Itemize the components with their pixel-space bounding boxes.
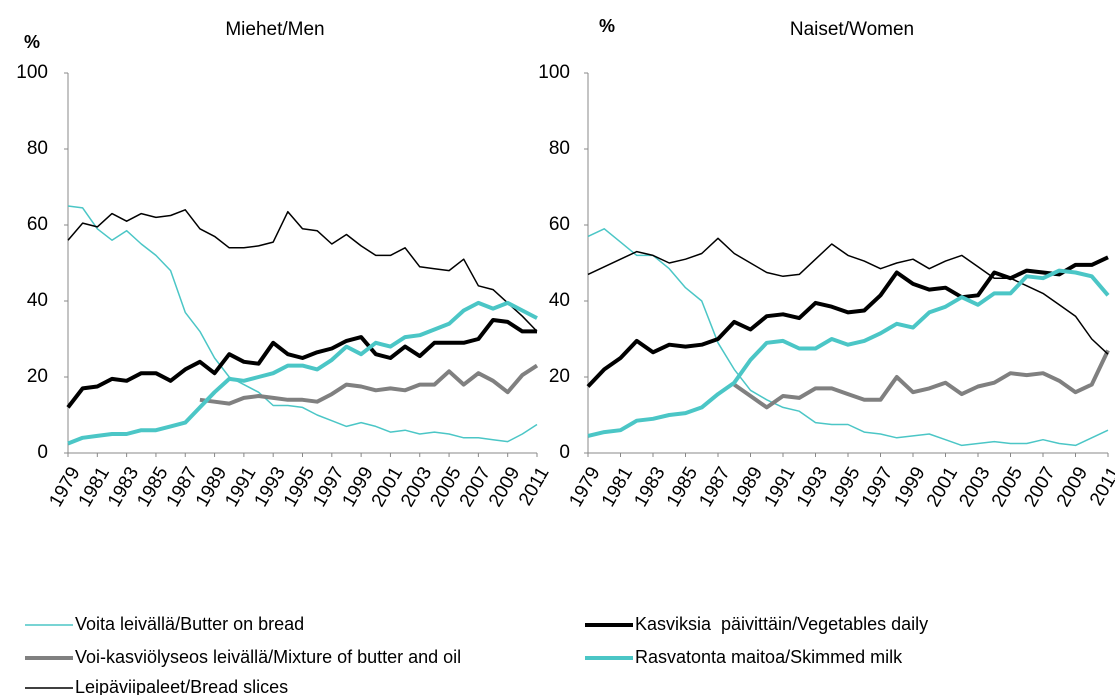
y-tick-label: 40 xyxy=(27,290,48,311)
series-line xyxy=(587,237,1109,355)
x-tick-label: 1987 xyxy=(695,464,734,511)
series-line xyxy=(67,300,538,446)
legend-label: Voi-kasviölyseos leivällä/Mixture of but… xyxy=(75,647,461,667)
chart-title: Naiset/Women xyxy=(790,19,914,40)
series-line xyxy=(587,268,1110,438)
legend-label: Rasvatonta maitoa/Skimmed milk xyxy=(635,647,903,667)
x-tick-label: 1993 xyxy=(793,464,832,511)
x-tick-label: 1999 xyxy=(890,464,929,511)
y-axis-label: % xyxy=(599,16,615,36)
x-tick-label: 2005 xyxy=(988,464,1027,511)
x-tick-label: 2011 xyxy=(515,464,554,510)
series-line xyxy=(66,318,537,409)
x-tick-label: 1983 xyxy=(630,464,669,511)
x-tick-label: 1995 xyxy=(825,464,864,511)
legend-label: Leipäviipaleet/Bread slices xyxy=(75,677,288,695)
x-tick-label: 1991 xyxy=(760,464,799,511)
y-tick-label: 80 xyxy=(27,138,48,159)
series-line xyxy=(733,349,1110,410)
x-tick-label: 1989 xyxy=(728,464,767,511)
y-tick-label: 60 xyxy=(549,214,570,235)
series-line xyxy=(586,255,1109,388)
y-tick-label: 100 xyxy=(538,62,570,83)
chart-title: Miehet/Men xyxy=(225,19,324,40)
x-tick-label: 2007 xyxy=(1020,464,1059,511)
legend-label: Voita leivällä/Butter on bread xyxy=(75,614,304,634)
legend-label: Kasviksia päivittäin/Vegetables daily xyxy=(635,614,928,634)
x-tick-label: 1981 xyxy=(598,464,637,511)
y-tick-label: 40 xyxy=(549,290,570,311)
y-tick-label: 100 xyxy=(16,62,48,83)
series-line xyxy=(67,205,538,443)
y-tick-label: 0 xyxy=(559,442,570,463)
x-tick-label: 1985 xyxy=(663,464,702,511)
x-tick-label: 2001 xyxy=(923,464,962,511)
x-tick-label: 2003 xyxy=(955,464,994,511)
y-tick-label: 0 xyxy=(37,442,48,463)
x-tick-label: 1997 xyxy=(858,464,897,511)
series-line xyxy=(67,209,538,332)
x-tick-label: 1979 xyxy=(565,464,604,511)
series-line xyxy=(199,363,539,406)
y-axis-label: % xyxy=(24,32,40,52)
y-tick-label: 20 xyxy=(549,366,570,387)
x-tick-label: 2009 xyxy=(485,464,524,511)
y-tick-label: 60 xyxy=(27,214,48,235)
x-tick-label: 2011 xyxy=(1086,464,1115,510)
y-tick-label: 20 xyxy=(27,366,48,387)
x-tick-label: 2009 xyxy=(1053,464,1092,511)
series-line xyxy=(587,228,1109,447)
y-tick-label: 80 xyxy=(549,138,570,159)
